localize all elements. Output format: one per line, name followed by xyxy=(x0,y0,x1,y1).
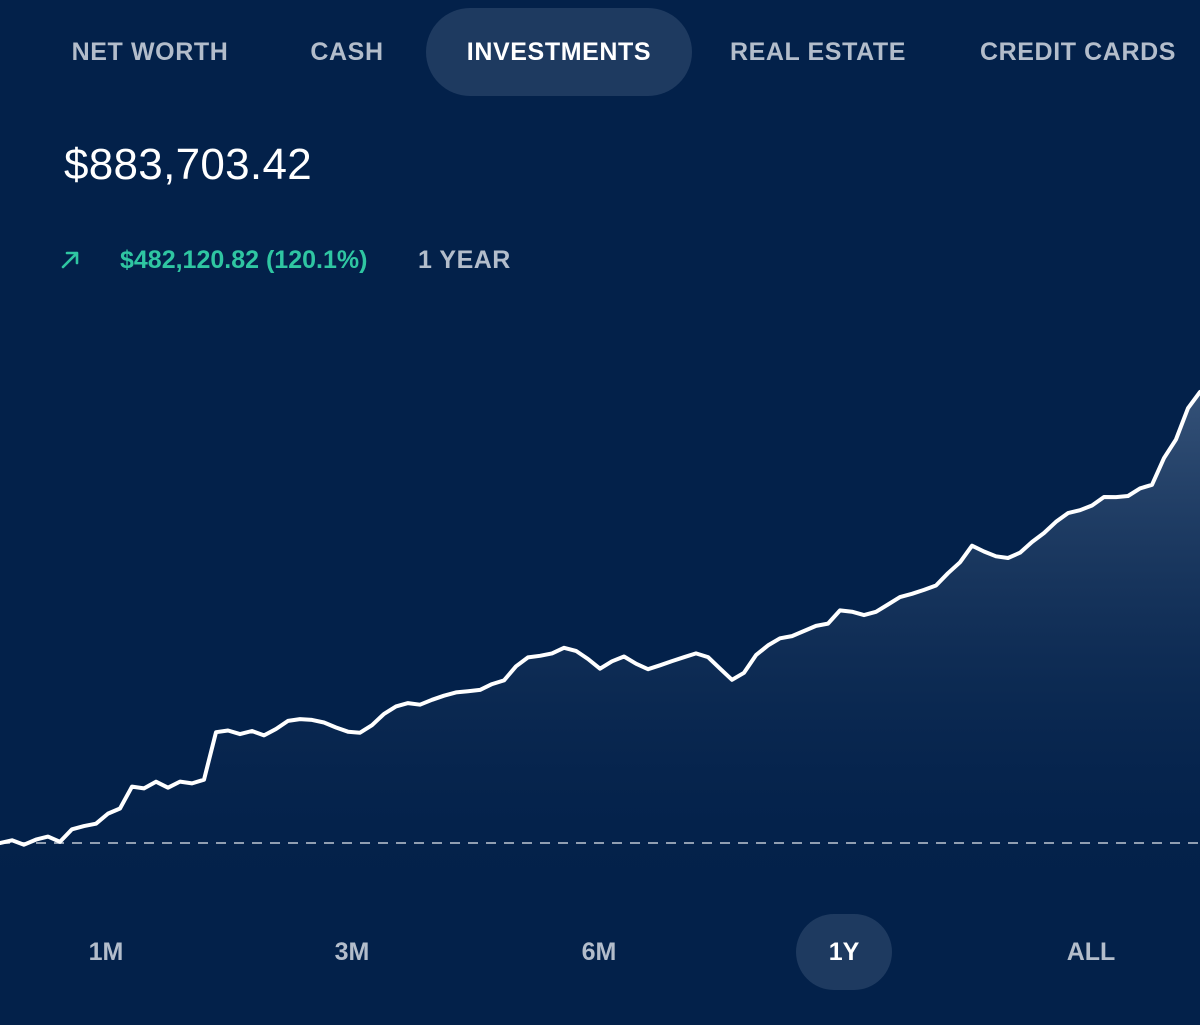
range-label: ALL xyxy=(1066,938,1116,966)
tab-credit-cards[interactable]: CREDIT CARDS xyxy=(964,8,1192,96)
time-range-selector: 1M 3M 6M 1Y ALL xyxy=(0,912,1200,992)
arrow-up-right-icon xyxy=(61,251,79,269)
tab-label: REAL ESTATE xyxy=(729,38,907,66)
chart-line[interactable] xyxy=(0,390,1200,847)
range-label: 3M xyxy=(334,938,370,966)
category-tabs: NET WORTH CASH INVESTMENTS REAL ESTATE C… xyxy=(0,0,1200,104)
tab-label: NET WORTH xyxy=(71,38,229,66)
range-6m[interactable]: 6M xyxy=(551,914,647,990)
tab-label: INVESTMENTS xyxy=(466,38,652,66)
chart-area xyxy=(0,392,1200,905)
total-value: $883,703.42 xyxy=(64,140,312,189)
change-amount: $482,120.82 (120.1%) xyxy=(120,246,368,274)
range-label: 1Y xyxy=(828,938,860,966)
range-label: 1M xyxy=(88,938,124,966)
tab-net-worth[interactable]: NET WORTH xyxy=(38,8,262,96)
tab-cash[interactable]: CASH xyxy=(288,8,406,96)
range-label: 6M xyxy=(581,938,617,966)
change-summary: $482,120.82 (120.1%) 1 YEAR xyxy=(58,244,658,280)
tab-real-estate[interactable]: REAL ESTATE xyxy=(712,8,924,96)
tab-label: CASH xyxy=(310,38,384,66)
range-all[interactable]: ALL xyxy=(1043,914,1139,990)
tab-label: CREDIT CARDS xyxy=(979,38,1177,66)
range-1m[interactable]: 1M xyxy=(58,914,154,990)
range-3m[interactable]: 3M xyxy=(304,914,400,990)
change-period: 1 YEAR xyxy=(418,246,511,274)
tab-investments[interactable]: INVESTMENTS xyxy=(426,8,692,96)
range-1y[interactable]: 1Y xyxy=(796,914,892,990)
